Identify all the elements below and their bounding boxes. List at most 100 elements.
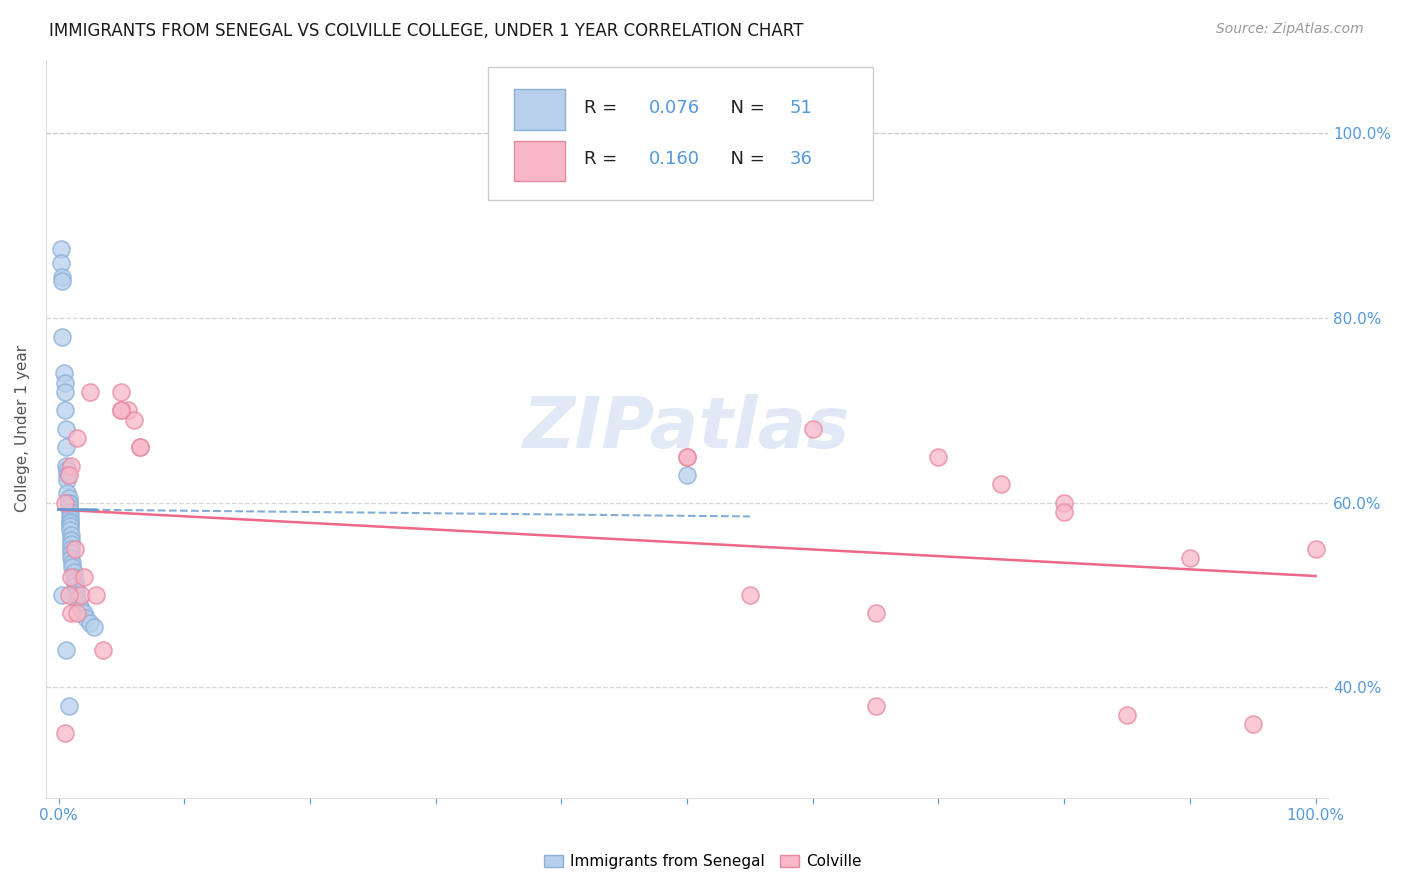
Point (70, 602, 93, 616)
Text: N =: N = (718, 150, 770, 169)
Point (60, 458, 83, 473)
Point (53, 726, 76, 740)
Point (865, 698, 887, 713)
Point (49, 255, 72, 269)
Point (60, 569, 83, 583)
Point (990, 477, 1012, 491)
Point (53, 403, 76, 417)
Point (62, 569, 84, 583)
FancyBboxPatch shape (515, 141, 565, 181)
Point (60, 528, 83, 542)
Point (51, 588, 73, 602)
Point (55, 422, 77, 436)
Y-axis label: College, Under 1 year: College, Under 1 year (15, 345, 30, 512)
Point (51, 274, 73, 288)
Point (110, 384, 132, 399)
Point (73, 569, 96, 583)
Point (738, 588, 761, 602)
Point (66, 592, 89, 607)
Point (60, 537, 83, 551)
Point (60, 560, 83, 574)
Point (60, 541, 83, 556)
Point (56, 463, 79, 477)
Point (56, 467, 79, 482)
Point (62, 565, 84, 579)
Point (65, 588, 87, 602)
Point (66, 607, 89, 621)
Point (56, 486, 79, 500)
Point (59, 524, 82, 538)
Point (83, 620, 105, 634)
Point (60, 546, 83, 560)
Point (1116, 708, 1139, 723)
Text: 51: 51 (790, 99, 813, 117)
Point (58, 698, 80, 713)
Point (66, 431, 89, 445)
Point (53, 384, 76, 399)
Point (1178, 551, 1201, 566)
Point (63, 574, 86, 589)
Point (79, 384, 101, 399)
Point (58, 491, 80, 505)
FancyBboxPatch shape (488, 67, 873, 200)
Point (60, 607, 83, 621)
Point (110, 403, 132, 417)
Point (55, 440, 77, 454)
Point (122, 412, 145, 426)
Text: R =: R = (585, 150, 623, 169)
Legend: Immigrants from Senegal, Colville: Immigrants from Senegal, Colville (538, 848, 868, 875)
FancyBboxPatch shape (515, 89, 565, 129)
Point (55, 643, 77, 657)
Point (63, 541, 86, 556)
Point (1241, 717, 1264, 731)
Point (676, 450, 699, 464)
Point (801, 422, 824, 436)
Point (110, 403, 132, 417)
Point (60, 551, 83, 566)
Point (58, 496, 80, 510)
Point (59, 514, 82, 528)
Point (65, 583, 87, 598)
Point (53, 496, 76, 510)
Point (58, 467, 80, 482)
Point (59, 516, 82, 530)
Point (129, 440, 152, 454)
Text: R =: R = (585, 99, 623, 117)
Point (59, 505, 82, 519)
Point (49, 242, 72, 256)
Point (91, 643, 114, 657)
Point (59, 509, 82, 524)
Point (56, 473, 79, 487)
Point (79, 615, 101, 630)
Point (75, 611, 97, 625)
Point (58, 588, 80, 602)
Text: 36: 36 (790, 150, 813, 169)
Text: 0.160: 0.160 (648, 150, 700, 169)
Text: ZIPatlas: ZIPatlas (523, 394, 851, 463)
Point (73, 607, 96, 621)
Point (59, 518, 82, 533)
Point (70, 588, 93, 602)
Point (927, 450, 949, 464)
Point (1053, 496, 1076, 510)
Point (58, 496, 80, 510)
Point (51, 269, 73, 284)
Point (84, 588, 107, 602)
Point (53, 376, 76, 390)
Text: Source: ZipAtlas.com: Source: ZipAtlas.com (1216, 22, 1364, 37)
Point (117, 403, 139, 417)
Point (1305, 541, 1327, 556)
Point (67, 597, 90, 611)
Point (63, 579, 86, 593)
Point (676, 467, 699, 482)
Point (52, 367, 75, 381)
Text: 0.076: 0.076 (648, 99, 700, 117)
Point (676, 450, 699, 464)
Point (60, 533, 83, 547)
Point (129, 440, 152, 454)
Text: IMMIGRANTS FROM SENEGAL VS COLVILLE COLLEGE, UNDER 1 YEAR CORRELATION CHART: IMMIGRANTS FROM SENEGAL VS COLVILLE COLL… (49, 22, 804, 40)
Point (60, 556, 83, 570)
Point (58, 500, 80, 515)
Point (1053, 505, 1076, 519)
Point (51, 329, 73, 343)
